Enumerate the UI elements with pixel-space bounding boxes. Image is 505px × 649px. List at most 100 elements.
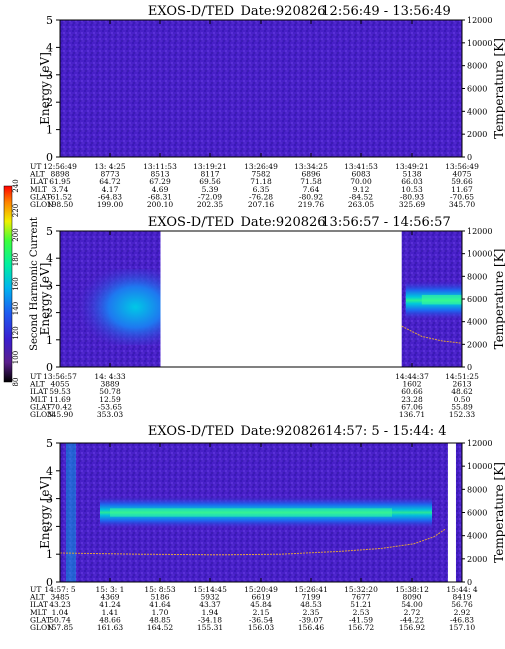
y2-tick-label: 12000 <box>467 227 492 236</box>
panel-title-instrument: EXOS-D/TED <box>148 4 234 19</box>
panel-title-range: 14:57: 5 - 15:44: 4 <box>325 424 446 439</box>
table-cell: 156.72 <box>348 623 374 632</box>
y-tick-label: 0 <box>46 361 53 374</box>
table-cell: 15:26:41 <box>294 585 328 594</box>
table-cell: 3889 <box>100 380 119 389</box>
emission-band-core <box>110 508 392 517</box>
y2-axis-label: Temperature [K] <box>492 38 505 139</box>
table-cell: 4.69 <box>152 185 169 194</box>
table-cell: 48.66 <box>99 615 121 624</box>
table-cell: 325.69 <box>399 200 425 209</box>
table-cell: 8773 <box>100 170 119 179</box>
panel-3: EXOS-D/TED Date:920826 14:57: 5 - 15:44: 4… <box>29 424 505 632</box>
table-cell: 200.10 <box>147 200 173 209</box>
table-cell: -64.83 <box>98 192 122 201</box>
y2-tick-label: 4000 <box>467 318 487 327</box>
table-row-label: GLON <box>30 410 54 419</box>
y-tick-label: 0 <box>46 151 53 164</box>
table-cell: 51.21 <box>350 600 371 609</box>
y-tick-label: 4 <box>46 41 53 54</box>
table-cell: 156.03 <box>248 623 274 632</box>
colorbar-tick-label: 200 <box>12 228 20 241</box>
table-cell: 41.24 <box>99 600 121 609</box>
table-cell: 13:49:21 <box>395 162 429 171</box>
table-cell: 8898 <box>50 170 69 179</box>
table-cell: 161.63 <box>97 623 123 632</box>
table-cell: -80.93 <box>400 192 424 201</box>
table-cell: 4055 <box>50 380 69 389</box>
table-cell: 7677 <box>351 593 370 602</box>
table-cell: 15:44: 4 <box>446 585 478 594</box>
table-cell: 199.00 <box>97 200 123 209</box>
table-row-label: ALT <box>29 593 45 602</box>
table-cell: -36.54 <box>249 615 273 624</box>
y2-tick-label: 4000 <box>467 532 487 541</box>
y-tick-label: 3 <box>46 69 53 82</box>
table-cell: 13:11:53 <box>143 162 177 171</box>
y-tick-label: 3 <box>46 493 53 506</box>
table-cell: 155.31 <box>197 623 223 632</box>
table-row-label: UT <box>30 585 41 594</box>
table-cell: 54.00 <box>401 600 423 609</box>
y-tick-label: 4 <box>46 252 53 265</box>
table-cell: 41.64 <box>149 600 171 609</box>
data-gap <box>447 443 456 582</box>
table-cell: -68.31 <box>148 192 172 201</box>
table-row-label: GLAT <box>30 615 51 624</box>
y-tick-label: 0 <box>46 576 53 589</box>
table-cell: 15: 3: 1 <box>96 585 125 594</box>
y2-axis-label: Temperature [K] <box>492 249 505 350</box>
y2-tick-label: 10000 <box>467 39 492 48</box>
y-axis-label: Energy [eV] <box>38 52 52 125</box>
table-cell: 43.23 <box>49 600 71 609</box>
table-cell: 0.50 <box>454 395 471 404</box>
y2-tick-label: 10000 <box>467 250 492 259</box>
table-cell: 1.70 <box>152 608 169 617</box>
table-cell: 4369 <box>100 593 119 602</box>
table-cell: -84.52 <box>349 192 373 201</box>
table-cell: 2.92 <box>454 608 471 617</box>
table-cell: 15:32:20 <box>344 585 378 594</box>
table-cell: 1.94 <box>202 608 219 617</box>
table-cell: 50.74 <box>49 615 71 624</box>
table-cell: 8513 <box>150 170 169 179</box>
table-cell: -72.09 <box>198 192 222 201</box>
table-cell: 59.66 <box>451 177 473 186</box>
table-cell: 48.62 <box>451 387 473 396</box>
table-cell: 67.29 <box>149 177 171 186</box>
table-cell: 60.66 <box>401 387 423 396</box>
table-cell: 5932 <box>200 593 219 602</box>
table-cell: 7199 <box>301 593 320 602</box>
colorbar-tick-label: 180 <box>12 253 20 266</box>
table-cell: -46.83 <box>450 615 474 624</box>
y2-axis-label: Temperature [K] <box>492 462 505 563</box>
data-gap <box>160 231 402 367</box>
table-cell: 3485 <box>50 593 69 602</box>
table-row-label: ILAT <box>30 600 48 609</box>
table-cell: 263.05 <box>348 200 374 209</box>
table-cell: 202.35 <box>197 200 223 209</box>
table-cell: 15: 8:53 <box>144 585 176 594</box>
table-cell: 69.56 <box>199 177 221 186</box>
y2-tick-label: 0 <box>467 153 472 162</box>
table-cell: 1602 <box>402 380 421 389</box>
table-cell: 1.41 <box>102 608 119 617</box>
table-cell: 345.90 <box>47 410 73 419</box>
colorbar-tick-label: 100 <box>12 351 20 364</box>
panel-title-range: 12:56:49 - 13:56:49 <box>321 4 450 19</box>
table-cell: 6896 <box>301 170 320 179</box>
table-cell: 23.28 <box>401 395 423 404</box>
table-cell: -53.65 <box>98 402 122 411</box>
colorbar-tick-label: 120 <box>12 326 20 339</box>
table-cell: 353.03 <box>97 410 123 419</box>
table-cell: -70.65 <box>450 192 474 201</box>
table-row-label: ALT <box>29 170 45 179</box>
colorbar-tick-label: 240 <box>12 179 20 192</box>
table-row-label: ALT <box>29 380 45 389</box>
table-cell: 13:56:49 <box>445 162 479 171</box>
table-row-label: GLON <box>30 623 54 632</box>
table-cell: 14: 4:33 <box>94 372 126 381</box>
y2-tick-label: 6000 <box>467 85 487 94</box>
colorbar: 80 100 120 140 160 180 200 220 240 Second Harmoni… <box>3 179 40 386</box>
